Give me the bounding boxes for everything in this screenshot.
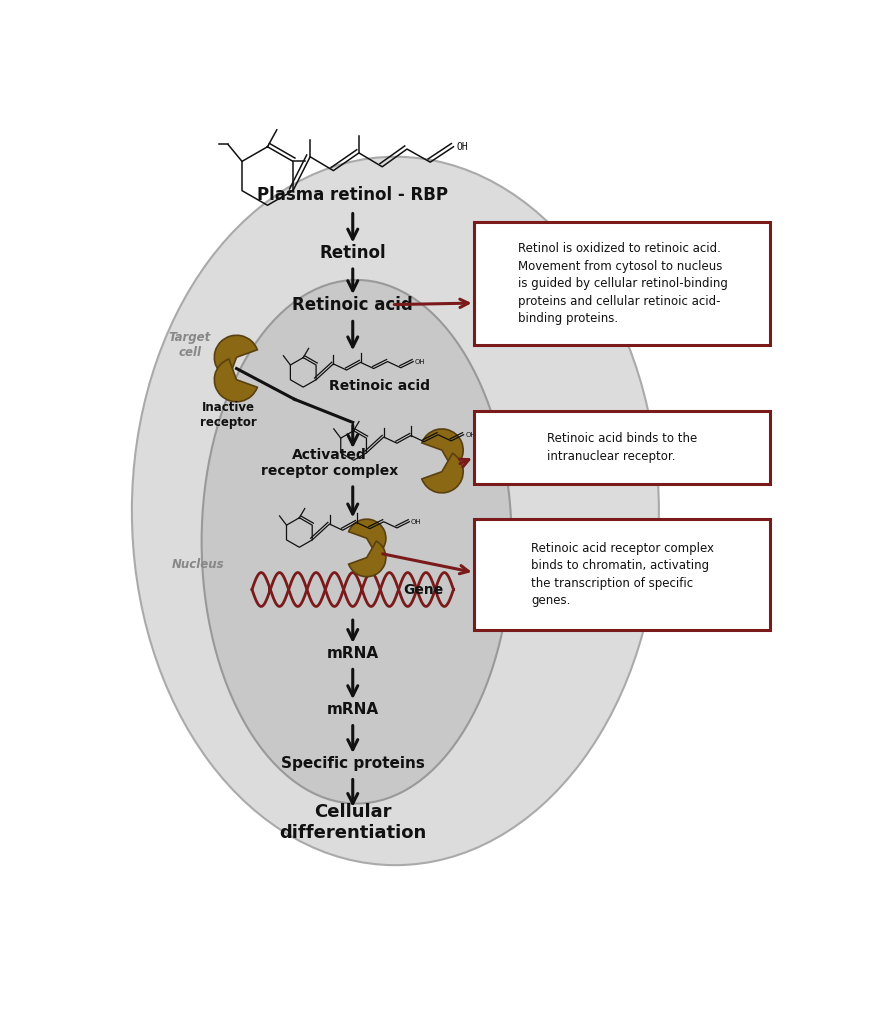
Text: mRNA: mRNA xyxy=(327,646,379,660)
Wedge shape xyxy=(421,454,463,493)
Text: Plasma retinol - RBP: Plasma retinol - RBP xyxy=(257,186,448,204)
Text: Retinoic acid: Retinoic acid xyxy=(329,379,430,393)
Wedge shape xyxy=(215,359,257,401)
Text: Retinoic acid binds to the
intranuclear receptor.: Retinoic acid binds to the intranuclear … xyxy=(547,432,698,463)
Text: OH: OH xyxy=(415,358,425,365)
Text: Specific proteins: Specific proteins xyxy=(281,756,425,771)
Text: Retinoic acid receptor complex
binds to chromatin, activating
the transcription : Retinoic acid receptor complex binds to … xyxy=(531,542,714,607)
Text: Inactive
receptor: Inactive receptor xyxy=(201,400,257,429)
Text: OH: OH xyxy=(411,519,421,524)
Text: Retinol: Retinol xyxy=(320,244,386,262)
Text: Retinoic acid: Retinoic acid xyxy=(292,296,413,313)
Wedge shape xyxy=(215,335,257,378)
Text: OH: OH xyxy=(465,432,475,437)
FancyBboxPatch shape xyxy=(474,222,771,345)
FancyBboxPatch shape xyxy=(474,519,771,631)
Text: Cellular
differentiation: Cellular differentiation xyxy=(279,804,427,842)
Text: Activated
receptor complex: Activated receptor complex xyxy=(261,449,398,478)
Wedge shape xyxy=(348,519,386,555)
FancyBboxPatch shape xyxy=(474,411,771,484)
Text: Target
cell: Target cell xyxy=(169,332,211,359)
Text: Gene: Gene xyxy=(403,583,443,597)
Text: Nucleus: Nucleus xyxy=(171,558,224,571)
Text: Retinol is oxidized to retinoic acid.
Movement from cytosol to nucleus
is guided: Retinol is oxidized to retinoic acid. Mo… xyxy=(518,243,727,326)
Text: mRNA: mRNA xyxy=(327,702,379,717)
Ellipse shape xyxy=(202,280,512,804)
Wedge shape xyxy=(421,429,463,468)
Text: Cytosol: Cytosol xyxy=(518,427,567,440)
Text: OH: OH xyxy=(456,141,468,152)
Wedge shape xyxy=(348,541,386,577)
Ellipse shape xyxy=(132,157,659,865)
